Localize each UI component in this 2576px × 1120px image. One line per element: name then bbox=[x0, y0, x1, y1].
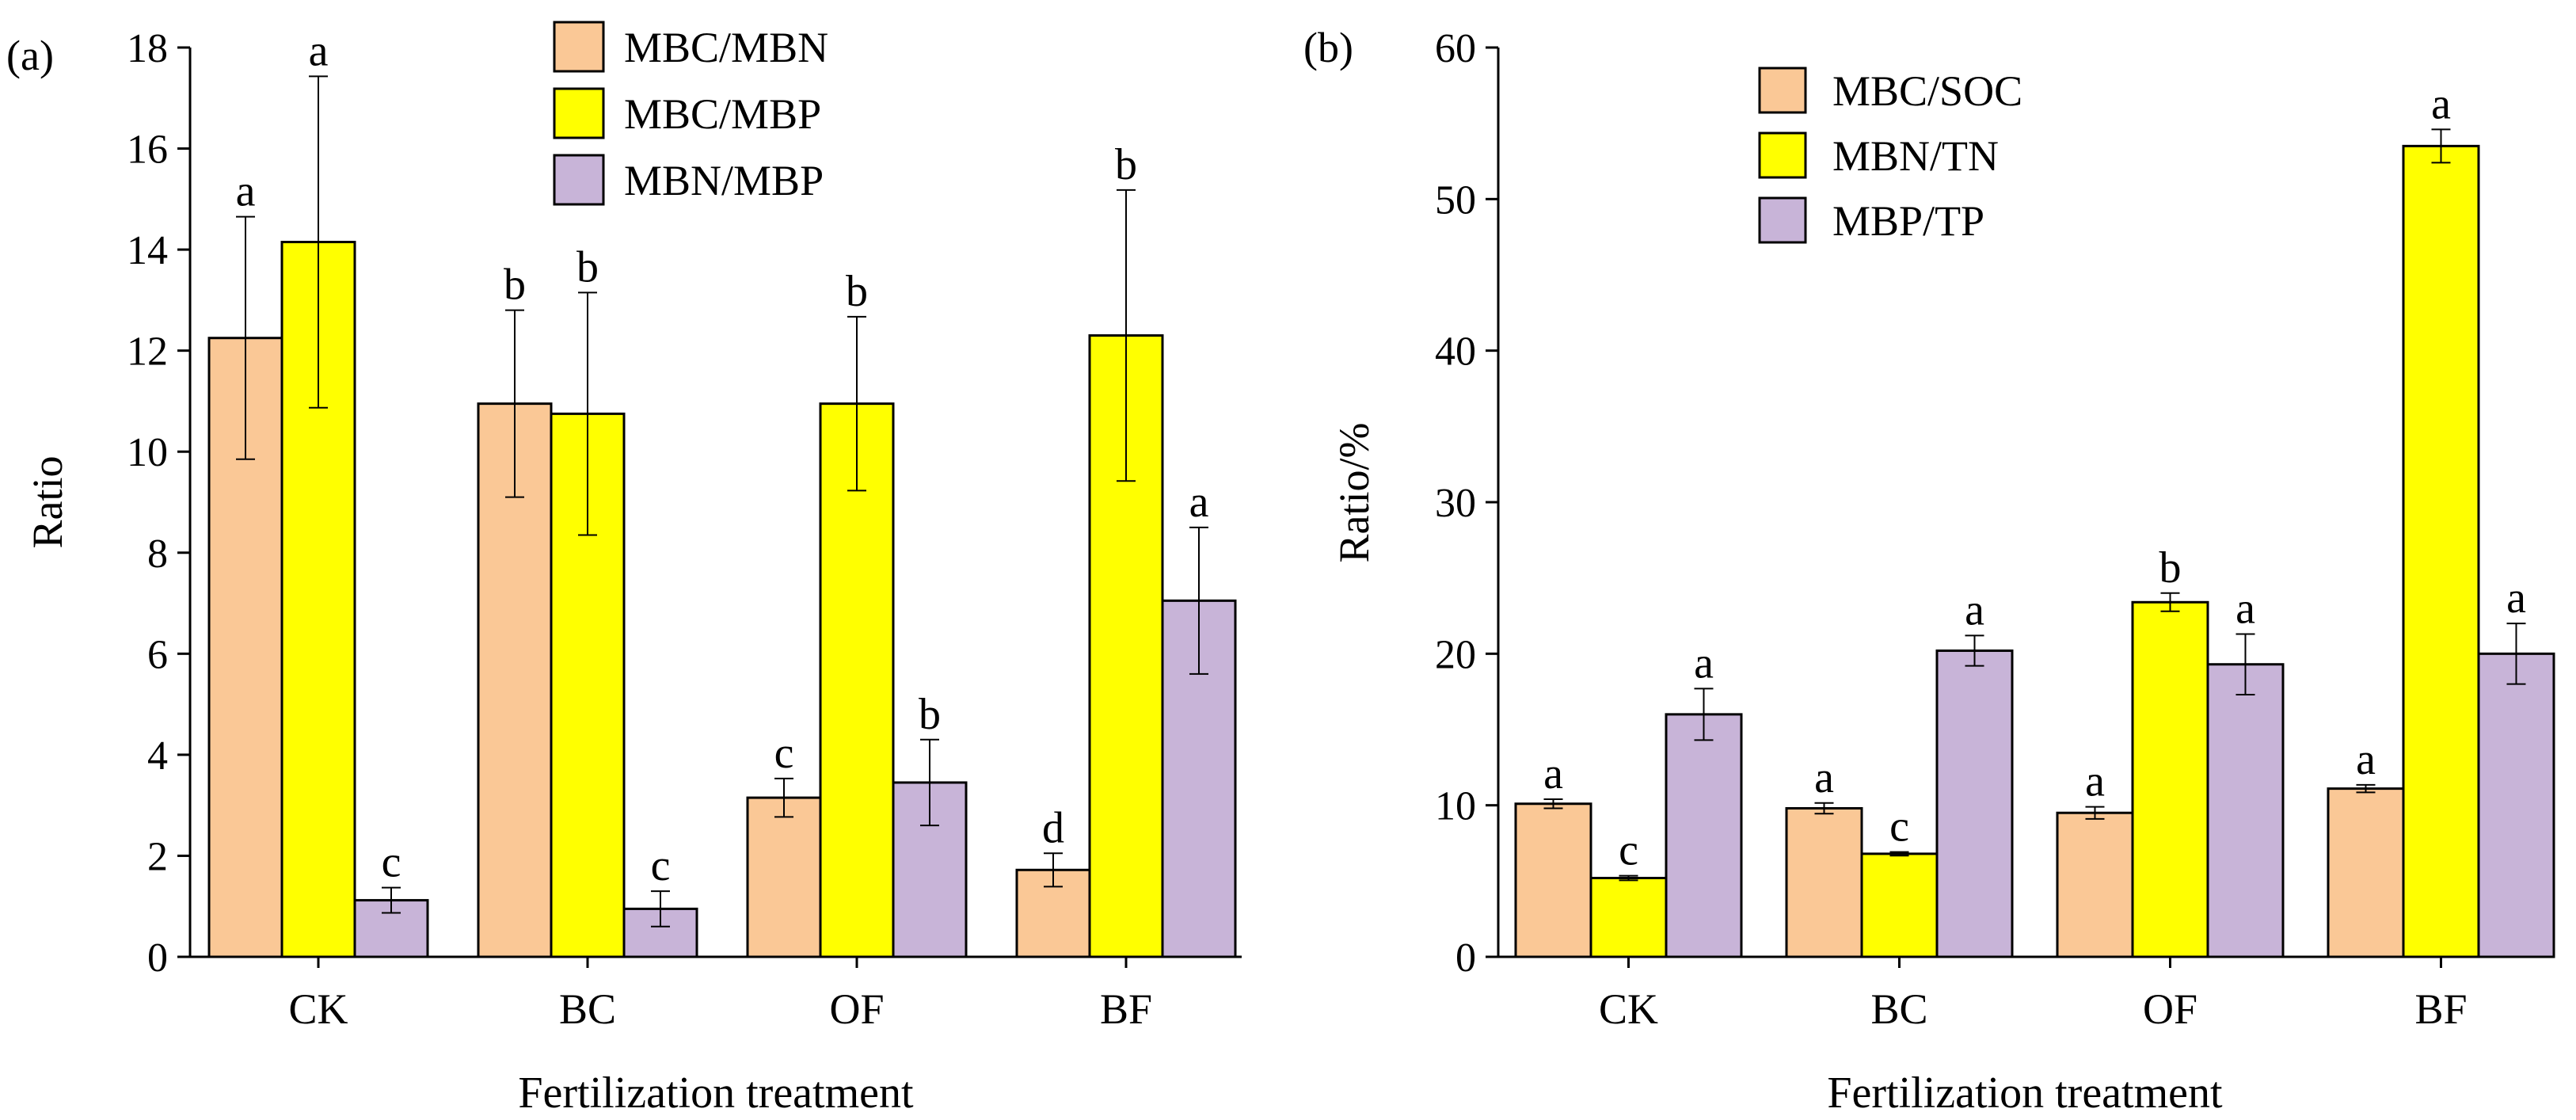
y-tick-label: 10 bbox=[1435, 784, 1476, 829]
legend-label-mbn-mbp: MBN/MBP bbox=[624, 157, 824, 204]
significance-label: a bbox=[2235, 584, 2255, 633]
y-axis-title: Ratio bbox=[24, 456, 71, 549]
bar-mbp-tp-ck bbox=[1665, 713, 1743, 958]
significance-label: a bbox=[2506, 573, 2526, 623]
y-tick-label: 16 bbox=[127, 128, 168, 173]
y-tick-label: 20 bbox=[1435, 632, 1476, 677]
x-tick-label: CK bbox=[1599, 985, 1658, 1033]
significance-label: a bbox=[1814, 753, 1834, 802]
legend-label-mbc-mbp: MBC/MBP bbox=[624, 90, 821, 138]
x-tick-label: BF bbox=[2414, 985, 2467, 1033]
x-axis-title: Fertilization treatment bbox=[1827, 1069, 2223, 1118]
y-tick-label: 18 bbox=[127, 26, 168, 71]
bar-mbc-soc-ck bbox=[1514, 802, 1592, 958]
bar-mbn-tn-ck bbox=[1589, 877, 1668, 958]
y-tick-label: 12 bbox=[127, 330, 168, 375]
y-tick-label: 2 bbox=[147, 834, 168, 879]
bar-mbp-tp-bc bbox=[1935, 650, 2014, 958]
legend-label-mbc-soc: MBC/SOC bbox=[1832, 67, 2022, 115]
y-tick-label: 40 bbox=[1435, 330, 1476, 375]
bar-mbn-mbp-bf bbox=[1161, 599, 1237, 958]
significance-label: a bbox=[1965, 585, 1984, 634]
legend-swatch-mbp-tp bbox=[1758, 196, 1807, 244]
bar-mbc-soc-bf bbox=[2327, 787, 2405, 958]
legend-swatch-mbc-mbp bbox=[553, 87, 605, 139]
legend-label-mbc-mbn: MBC/MBN bbox=[624, 24, 828, 71]
significance-label: b bbox=[1115, 140, 1137, 189]
significance-label: a bbox=[2085, 757, 2105, 806]
y-axis-title: Ratio/% bbox=[1330, 423, 1378, 563]
x-tick-label: OF bbox=[829, 985, 884, 1033]
bar-mbc-mbn-of bbox=[746, 796, 822, 958]
y-tick-label: 0 bbox=[147, 935, 168, 981]
significance-label: a bbox=[1189, 478, 1209, 527]
panel-b-chart: (b) 0 10 20 30 40 50 60 Ratio/% a c a CK a c a BC a b a OF a a… bbox=[1303, 24, 2555, 1118]
x-tick-label: OF bbox=[2143, 985, 2197, 1033]
panel-label: (a) bbox=[6, 32, 54, 79]
legend-swatch-mbn-tn bbox=[1758, 131, 1807, 179]
x-tick-label: BC bbox=[1870, 985, 1927, 1033]
significance-label: b bbox=[846, 267, 868, 316]
bar-mbn-tn-bc bbox=[1860, 852, 1939, 958]
legend-swatch-mbc-soc bbox=[1758, 67, 1807, 114]
panel-a-chart: (a) 0 2 4 6 8 10 12 14 16 18 Ratio a a c CK b b c BC c b b OF d b… bbox=[6, 21, 1242, 1118]
significance-label: b bbox=[2159, 543, 2182, 592]
y-tick-label: 4 bbox=[147, 733, 168, 779]
significance-label: a bbox=[236, 167, 256, 216]
x-tick-label: CK bbox=[288, 985, 348, 1033]
significance-label: a bbox=[1543, 749, 1563, 798]
significance-label: c bbox=[1619, 826, 1638, 875]
x-tick-label: BC bbox=[559, 985, 616, 1033]
bar-mbp-tp-bf bbox=[2477, 652, 2555, 958]
significance-label: c bbox=[382, 838, 401, 887]
y-tick-label: 60 bbox=[1435, 26, 1476, 71]
y-tick-label: 14 bbox=[127, 228, 168, 273]
bar-mbp-tp-of bbox=[2206, 663, 2285, 958]
x-tick-label: BF bbox=[1100, 985, 1152, 1033]
bar-mbc-soc-bc bbox=[1785, 806, 1863, 958]
legend-swatch-mbc-mbn bbox=[553, 21, 605, 73]
bar-mbc-soc-of bbox=[2056, 811, 2134, 958]
significance-label: a bbox=[2431, 79, 2451, 128]
y-tick-label: 30 bbox=[1435, 481, 1476, 526]
significance-label: a bbox=[309, 26, 329, 75]
x-axis-title: Fertilization treatment bbox=[518, 1069, 914, 1118]
legend-label-mbp-tp: MBP/TP bbox=[1832, 197, 1984, 245]
significance-label: b bbox=[504, 261, 526, 310]
significance-label: b bbox=[919, 690, 941, 739]
significance-label: d bbox=[1042, 803, 1064, 852]
significance-label: c bbox=[774, 729, 794, 778]
significance-label: b bbox=[576, 242, 599, 291]
legend-label-mbn-tn: MBN/TN bbox=[1832, 132, 1999, 180]
bar-mbn-tn-of bbox=[2131, 600, 2209, 958]
y-tick-label: 10 bbox=[127, 430, 168, 475]
y-tick-label: 0 bbox=[1455, 935, 1476, 981]
y-tick-label: 6 bbox=[147, 632, 168, 677]
significance-label: a bbox=[2356, 735, 2376, 784]
significance-label: a bbox=[1694, 638, 1714, 688]
significance-label: c bbox=[651, 841, 671, 890]
legend-swatch-mbn-mbp bbox=[553, 154, 605, 206]
panel-label: (b) bbox=[1303, 24, 1353, 71]
y-tick-label: 50 bbox=[1435, 177, 1476, 223]
y-tick-label: 8 bbox=[147, 531, 168, 577]
bar-mbn-tn-bf bbox=[2402, 144, 2480, 958]
significance-label: c bbox=[1889, 802, 1909, 851]
